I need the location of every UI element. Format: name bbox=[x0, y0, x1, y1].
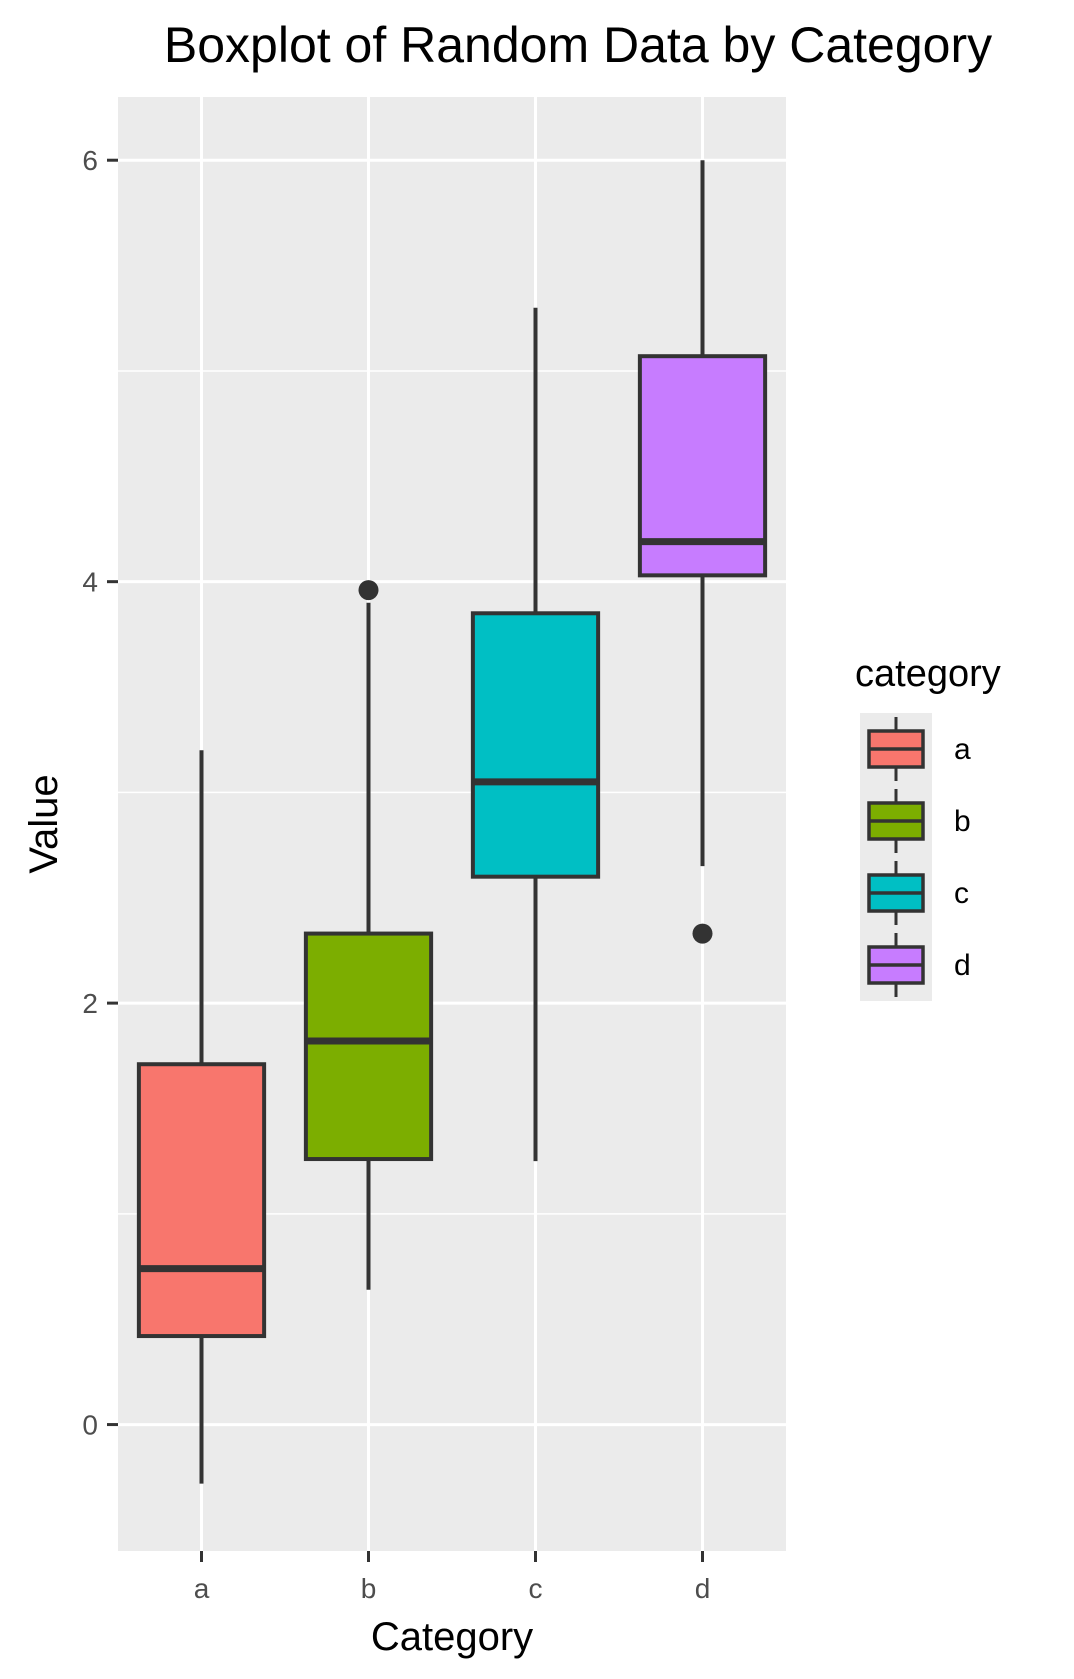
outlier-point-b bbox=[358, 580, 379, 601]
box-marks bbox=[136, 160, 768, 1484]
chart-title: Boxplot of Random Data by Category bbox=[164, 17, 992, 73]
legend-label-b: b bbox=[954, 805, 971, 838]
x-tick-label: a bbox=[194, 1573, 210, 1604]
box-c bbox=[470, 611, 601, 879]
x-tick-label: b bbox=[361, 1573, 377, 1604]
legend-label-d: d bbox=[954, 949, 971, 982]
x-tick-label: d bbox=[695, 1573, 711, 1604]
y-tick-label: 2 bbox=[82, 988, 98, 1019]
outlier-point-d bbox=[692, 923, 713, 944]
legend-label-c: c bbox=[954, 877, 969, 910]
y-tick-label: 6 bbox=[82, 145, 98, 176]
x-axis-title: Category bbox=[371, 1615, 533, 1659]
legend: category a b c d bbox=[855, 653, 1001, 1001]
y-tick-label: 0 bbox=[82, 1410, 98, 1441]
y-tick-label: 4 bbox=[82, 567, 98, 598]
box-b bbox=[303, 931, 434, 1162]
box-a bbox=[136, 1062, 267, 1339]
y-axis-title: Value bbox=[22, 774, 66, 873]
axes: 0 2 4 6 a b c d bbox=[82, 145, 710, 1604]
legend-title: category bbox=[855, 653, 1001, 695]
legend-label-a: a bbox=[954, 733, 971, 766]
x-tick-label: c bbox=[529, 1573, 543, 1604]
